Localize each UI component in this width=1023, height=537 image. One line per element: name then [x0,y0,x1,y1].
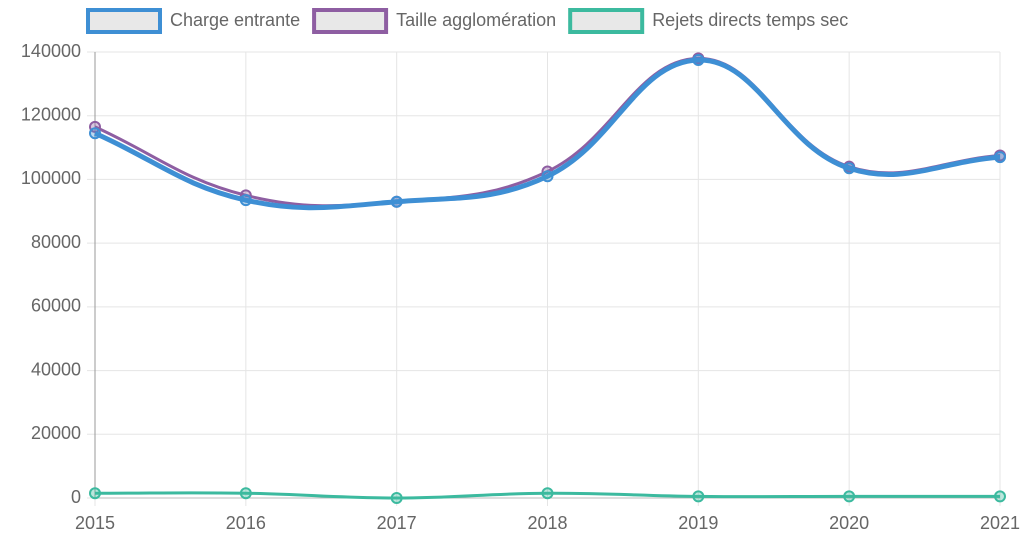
data-point [239,194,252,207]
legend-swatch [86,8,162,34]
data-point [692,53,705,66]
legend-swatch [568,8,645,34]
x-tick-label: 2017 [377,513,417,533]
x-tick-label: 2016 [226,513,266,533]
legend-label: Charge entrante [170,10,300,30]
data-point [541,170,554,183]
y-tick-label: 140000 [21,41,81,61]
y-tick-label: 80000 [31,232,81,252]
y-tick-label: 20000 [31,423,81,443]
y-tick-label: 0 [71,487,81,507]
data-point [89,487,101,500]
series-line [94,491,1000,500]
data-point [994,151,1006,164]
x-tick-label: 2020 [829,513,869,533]
data-point [239,487,252,500]
legend-label: Taille agglomération [396,10,556,30]
data-point [390,195,403,208]
x-tick-label: 2019 [678,513,718,533]
y-tick-label: 40000 [31,359,81,379]
series-line [93,57,1001,211]
x-tick-label: 2015 [75,513,115,533]
y-tick-label: 120000 [21,104,81,124]
data-point [843,490,856,503]
data-point [89,127,101,140]
data-point [541,487,554,500]
data-point [390,492,403,504]
data-point [692,490,705,503]
legend-label: Rejets directs temps sec [652,10,848,30]
data-point [843,162,856,175]
data-point [994,490,1006,503]
y-tick-label: 100000 [21,168,81,188]
x-tick-label: 2018 [527,513,567,533]
x-tick-label: 2021 [980,513,1020,533]
y-tick-label: 60000 [31,296,81,316]
legend-swatch [312,8,389,34]
